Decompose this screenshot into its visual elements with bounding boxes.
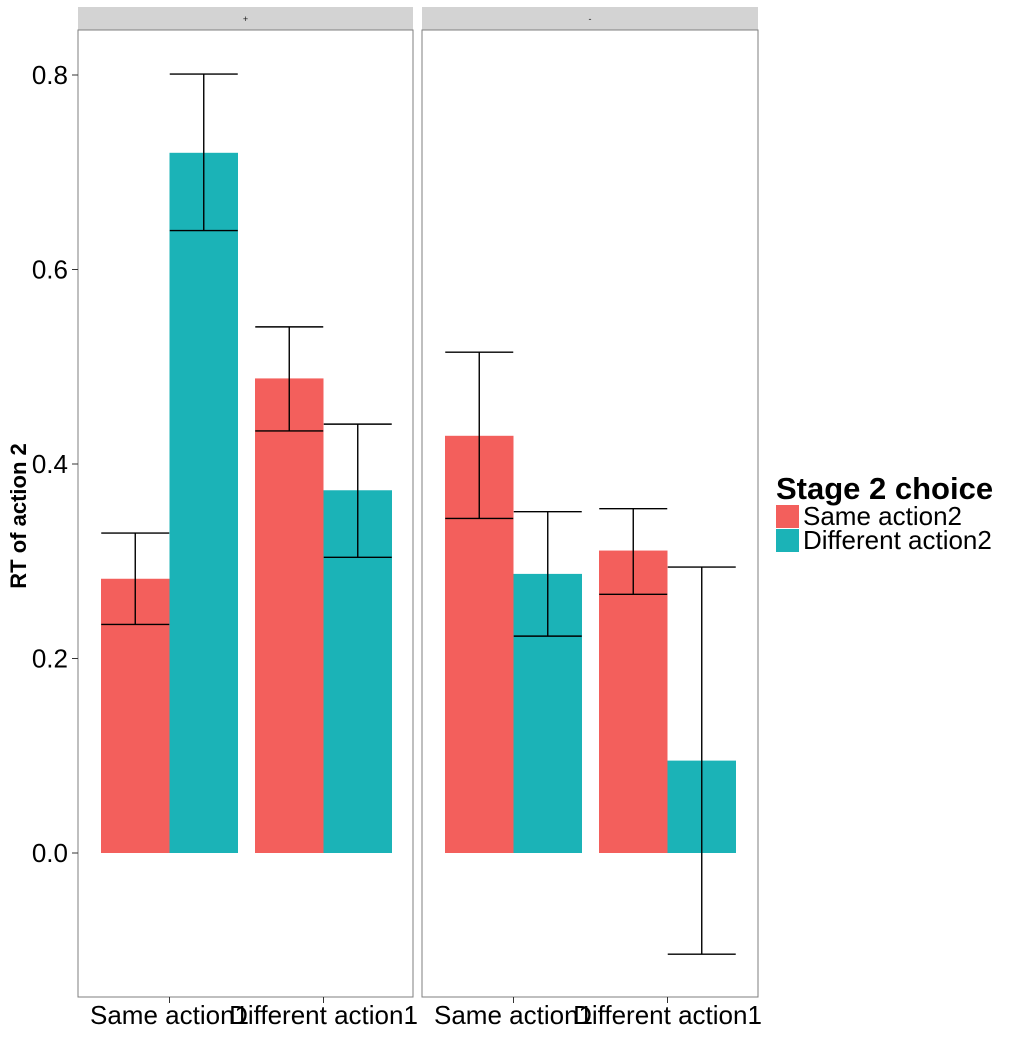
x-tick-label: Different action1 <box>229 1000 418 1030</box>
y-tick-label: 0.4 <box>32 449 68 479</box>
y-axis-title: RT of action 2 <box>6 443 31 588</box>
x-tick-label: Same action1 <box>90 1000 249 1030</box>
bar <box>255 378 324 853</box>
panel-border <box>77 29 414 998</box>
y-axis: 0.0 0.2 0.4 0.6 0.8 <box>32 60 78 868</box>
legend-title: Stage 2 choice <box>776 471 993 506</box>
bar <box>169 152 238 854</box>
legend-swatch <box>776 505 799 528</box>
legend-label: Different action2 <box>803 525 992 555</box>
facet-strip-label: + <box>243 14 248 24</box>
y-tick-label: 0.0 <box>32 838 68 868</box>
facet-strip <box>78 7 413 30</box>
x-tick-label: Different action1 <box>573 1000 762 1030</box>
x-tick-label: Same action1 <box>434 1000 593 1030</box>
y-tick-label: 0.2 <box>32 644 68 674</box>
bar <box>599 550 668 853</box>
panel-border <box>421 29 759 998</box>
y-tick-label: 0.6 <box>32 255 68 285</box>
legend-label: Same action2 <box>803 501 962 531</box>
facet-strip <box>422 7 758 30</box>
facet-strip-label: - <box>589 14 592 24</box>
legend-swatch <box>776 529 799 552</box>
y-tick-label: 0.8 <box>32 60 68 90</box>
